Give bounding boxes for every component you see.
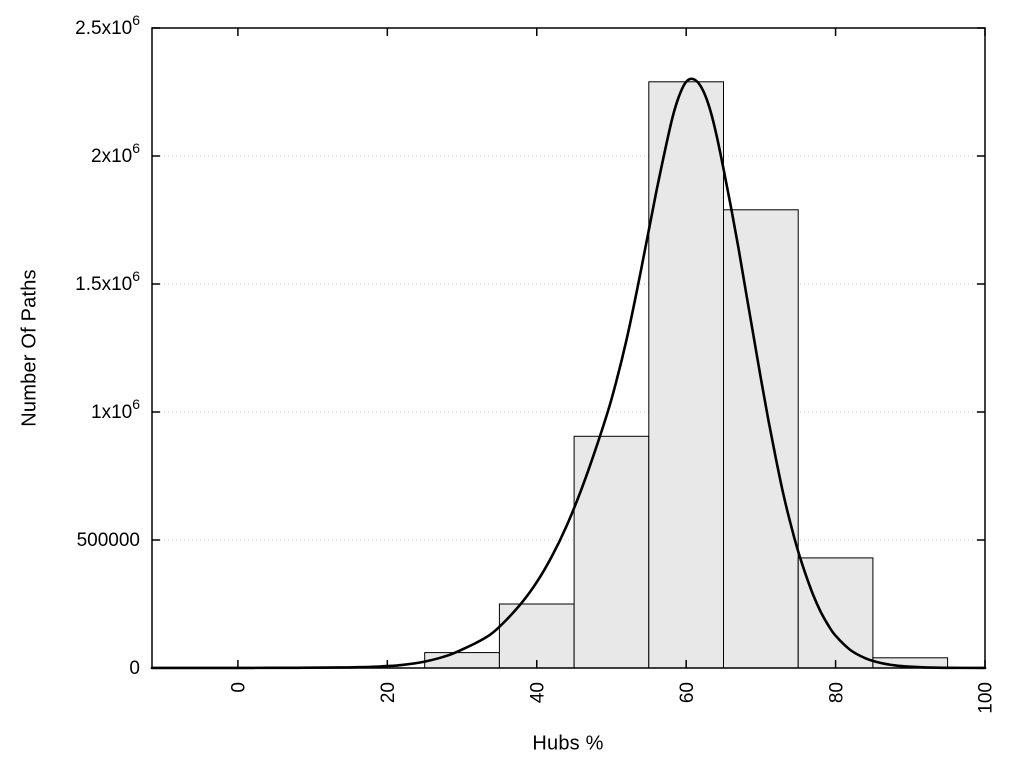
x-tick-label: 0 xyxy=(229,682,250,693)
y-tick-label: 1.5x106 xyxy=(75,268,140,295)
x-tick-label: 80 xyxy=(826,682,847,703)
histogram-bar xyxy=(797,557,874,669)
histogram-bar xyxy=(573,435,650,669)
y-tick-label: 2x106 xyxy=(91,140,140,167)
y-tick-label: 500000 xyxy=(77,530,140,551)
y-tick-label: 1x106 xyxy=(91,396,140,423)
histogram-bar xyxy=(723,209,799,669)
x-tick-label: 100 xyxy=(976,682,997,714)
x-tick-label: 60 xyxy=(677,682,698,703)
x-axis-label: Hubs % xyxy=(532,732,604,755)
y-tick-label: 2.5x106 xyxy=(75,12,140,39)
y-axis-label: Number Of Paths xyxy=(18,269,41,427)
plot-frame xyxy=(151,27,986,669)
fit-curve xyxy=(150,77,987,670)
x-tick-label: 40 xyxy=(527,682,548,703)
x-tick-label: 20 xyxy=(378,682,399,703)
y-tick-label: 0 xyxy=(129,658,140,679)
